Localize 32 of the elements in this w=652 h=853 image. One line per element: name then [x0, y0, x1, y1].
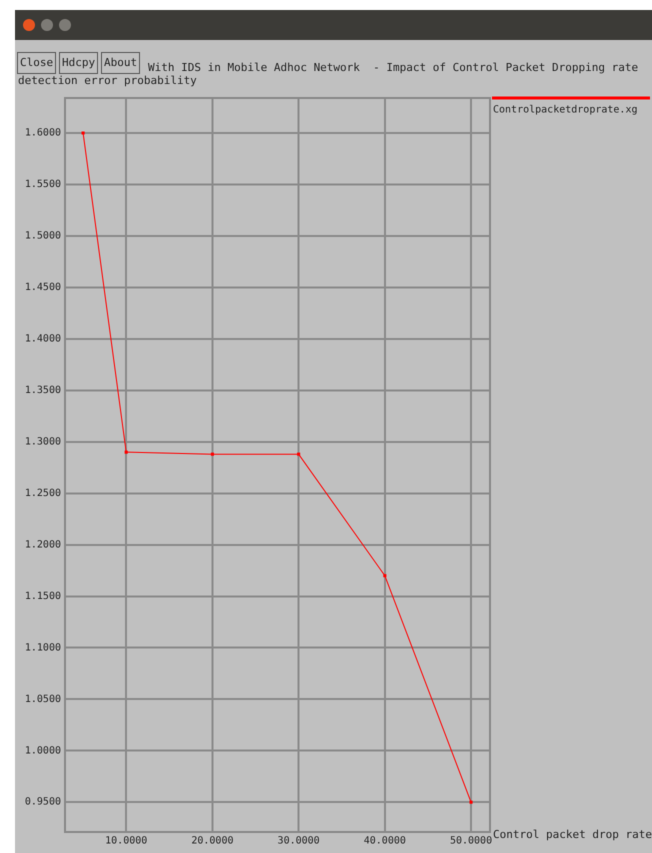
y-tick-label: 1.6000 — [24, 128, 61, 139]
x-tick-label: 40.0000 — [364, 836, 406, 847]
y-axis-title: detection error probability — [18, 74, 198, 87]
x-tick-label: 30.0000 — [278, 836, 320, 847]
y-tick-label: 1.0500 — [24, 694, 61, 705]
y-tick-label: 0.9500 — [24, 796, 61, 808]
y-tick-label: 1.3500 — [24, 384, 61, 396]
y-tick-label: 1.2500 — [24, 488, 61, 499]
x-axis-title: Control packet drop rate — [493, 828, 652, 841]
y-tick-label: 1.3000 — [24, 436, 61, 448]
point — [82, 131, 85, 135]
y-tick-label: 1.5000 — [24, 230, 61, 242]
point — [297, 452, 300, 456]
point — [383, 574, 386, 578]
point — [469, 800, 473, 804]
y-tick-label: 1.1000 — [24, 642, 61, 654]
chart-title: With IDS in Mobile Adhoc Network - Impact of Control Packet Dropping rate — [148, 60, 638, 74]
y-tick-label: 1.4500 — [24, 282, 61, 294]
y-tick-label: 1.0000 — [24, 745, 61, 756]
x-tick-label: 20.0000 — [191, 836, 234, 847]
point — [210, 452, 214, 456]
x-tick-label: 10.0000 — [105, 836, 148, 847]
y-tick-label: 1.5500 — [24, 179, 61, 190]
y-tick-label: 1.2000 — [24, 539, 61, 550]
about-button[interactable]: About — [101, 52, 140, 74]
point — [124, 450, 128, 454]
hardcopy-button[interactable]: Hdcpy — [59, 52, 98, 74]
y-tick-label: 1.4000 — [24, 333, 61, 344]
text: Controlpacketdroprate.xg — [493, 104, 638, 116]
x-tick-label: 50.0000 — [450, 836, 492, 847]
close-button[interactable]: Close — [17, 52, 56, 74]
y-tick-label: 1.1500 — [24, 590, 61, 602]
